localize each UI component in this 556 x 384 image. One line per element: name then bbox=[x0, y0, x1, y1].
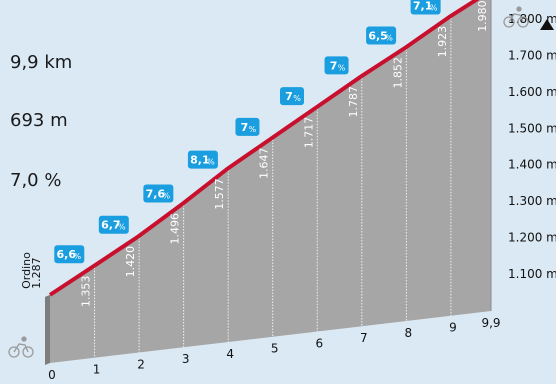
profile-line bbox=[48, 0, 480, 297]
x-tick-label: 0 bbox=[48, 368, 56, 382]
grade-badge-box bbox=[280, 87, 304, 106]
altitude-label: 1.647 bbox=[258, 147, 271, 179]
profile-area bbox=[50, 0, 491, 363]
altitude-label: 1.717 bbox=[302, 117, 315, 149]
x-tick-label: 1 bbox=[93, 363, 101, 377]
grade-badge-box bbox=[143, 184, 174, 203]
grade-value: 7,6 bbox=[146, 187, 166, 200]
grade-badge-box bbox=[98, 215, 129, 234]
grade-badge: 7% bbox=[324, 56, 349, 75]
grade-badge: 6,5% bbox=[366, 26, 397, 45]
y-tick-label: 1.200 m bbox=[508, 231, 556, 245]
grade-unit: % bbox=[118, 223, 126, 232]
altitude-label: 1.923 bbox=[436, 26, 449, 57]
grade-badge: 7% bbox=[280, 87, 304, 106]
x-tick-label: 3 bbox=[182, 352, 190, 366]
grade-value: 8,1 bbox=[190, 154, 210, 167]
grade-unit: % bbox=[73, 252, 81, 261]
y-tick-label: 1.400 m bbox=[508, 158, 556, 172]
grade-badge-box bbox=[187, 150, 218, 169]
grade-value: 7 bbox=[285, 90, 293, 103]
cyclist-icon bbox=[503, 6, 529, 28]
grade-value: 6,5 bbox=[368, 29, 388, 42]
x-tick-label: 6 bbox=[315, 336, 323, 350]
grade-badge: 6,6% bbox=[54, 245, 85, 264]
rider-head bbox=[516, 6, 522, 12]
grade-badge: 6,7% bbox=[98, 215, 129, 234]
grade-unit: % bbox=[207, 158, 215, 167]
grade-value: 6,6 bbox=[57, 248, 77, 261]
grade-badge: 8,1% bbox=[187, 150, 218, 169]
wheel bbox=[517, 16, 529, 28]
frame bbox=[508, 13, 524, 23]
mountain-peak-icon bbox=[540, 19, 554, 30]
grade-badge: 7,6% bbox=[143, 184, 174, 203]
grade-badge-box bbox=[235, 117, 260, 136]
grade-value: 6,7 bbox=[101, 219, 121, 232]
grade-badge-box bbox=[54, 245, 85, 264]
y-tick-label: 1.300 m bbox=[508, 194, 556, 208]
grade-badge-box bbox=[366, 26, 397, 45]
wheel bbox=[8, 346, 20, 358]
wheel bbox=[22, 346, 34, 358]
cyclist-icon bbox=[8, 336, 34, 358]
x-tick-label: 5 bbox=[271, 342, 279, 356]
elevation-gain-stat: 693 m bbox=[10, 110, 68, 131]
grade-badge: 7% bbox=[235, 117, 260, 136]
y-tick-label: 1.500 m bbox=[508, 121, 556, 135]
y-tick-label: 1.100 m bbox=[508, 267, 556, 281]
start-name-label: Ordino bbox=[20, 252, 33, 289]
altitude-label: 1.980 bbox=[476, 0, 489, 32]
x-tick-label: 2 bbox=[137, 357, 145, 371]
grade-value: 7 bbox=[330, 59, 338, 72]
grade-value: 7,1 bbox=[413, 0, 433, 12]
profile-front-face bbox=[45, 294, 50, 365]
grade-badge: 7,1% bbox=[410, 0, 441, 15]
distance-stat: 9,9 km bbox=[10, 52, 73, 73]
grade-badge-box bbox=[324, 56, 349, 75]
grade-badge-box bbox=[410, 0, 441, 15]
altitude-label: 1.420 bbox=[124, 246, 137, 278]
grade-value: 7 bbox=[241, 121, 249, 134]
x-tick-label: 9,9 bbox=[481, 316, 500, 330]
grade-unit: % bbox=[338, 63, 346, 72]
grade-unit: % bbox=[430, 3, 438, 12]
x-tick-label: 9 bbox=[449, 321, 457, 335]
grade-unit: % bbox=[293, 94, 301, 103]
avg-grade-stat: 7,0 % bbox=[10, 170, 62, 191]
x-tick-label: 7 bbox=[360, 331, 368, 345]
grade-unit: % bbox=[249, 125, 257, 134]
wheel bbox=[503, 16, 515, 28]
rider-head bbox=[21, 336, 27, 342]
grade-unit: % bbox=[163, 191, 171, 200]
altitude-label: 1.353 bbox=[80, 276, 93, 308]
grade-unit: % bbox=[385, 33, 393, 42]
x-tick-label: 8 bbox=[405, 326, 413, 340]
altitude-label: 1.577 bbox=[213, 178, 226, 210]
frame bbox=[13, 343, 29, 353]
altitude-label: 1.852 bbox=[391, 57, 404, 89]
start-altitude-label: 1.287 bbox=[30, 257, 43, 289]
altitude-label: 1.496 bbox=[169, 213, 182, 245]
altitude-label: 1.787 bbox=[347, 86, 360, 118]
x-tick-label: 4 bbox=[226, 347, 234, 361]
y-tick-label: 1.600 m bbox=[508, 85, 556, 99]
y-tick-label: 1.700 m bbox=[508, 48, 556, 62]
